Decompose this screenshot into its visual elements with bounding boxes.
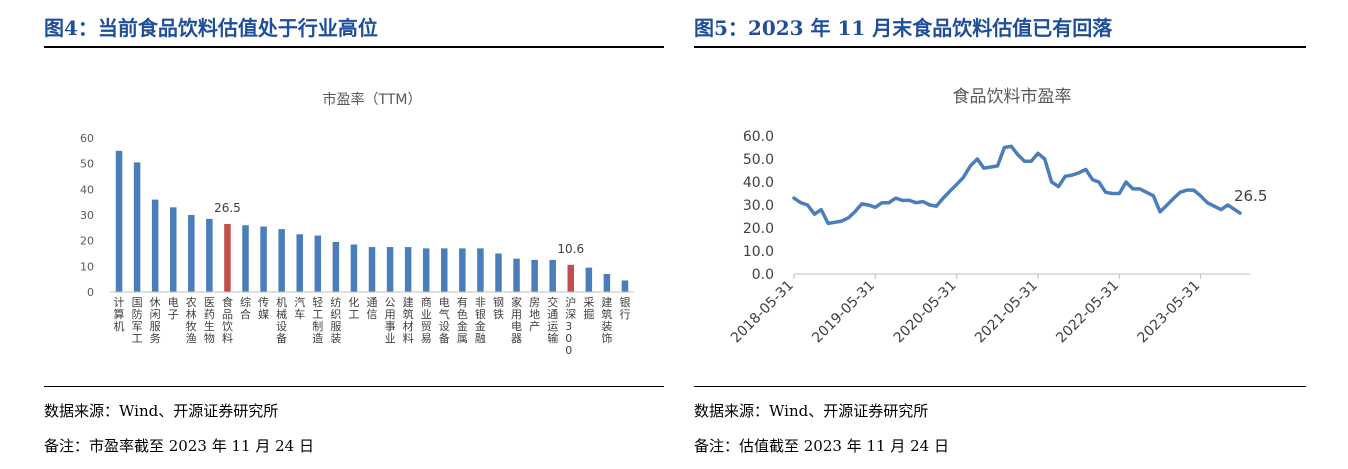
x-tick-label: 休闲服务 <box>150 296 161 345</box>
data-label: 26.5 <box>214 201 241 215</box>
bar-chart: 市盈率（TTM） 0 10 20 30 40 50 60 计算机国防军工休闲服务电子农林牧渔医药… <box>80 91 634 357</box>
bottom-rule <box>694 386 1306 387</box>
y-tick-label: 10.0 <box>743 244 774 260</box>
bar <box>585 267 593 292</box>
bar <box>549 259 556 292</box>
chart-title: 市盈率（TTM） <box>323 91 422 108</box>
x-tick-label: 汽车 <box>294 295 305 321</box>
y-tick-label: 30 <box>80 209 94 222</box>
series-line <box>792 144 1242 226</box>
bar <box>206 218 213 292</box>
bar <box>513 258 520 292</box>
source-note: 数据来源：Wind、开源证券研究所 <box>694 402 929 420</box>
x-tick-label: 建筑材料 <box>403 295 414 345</box>
bar <box>296 234 303 292</box>
x-tick-label: 电气设备 <box>439 296 450 345</box>
source-note: 数据来源：Wind、开源证券研究所 <box>44 402 279 420</box>
figure-5-title: 图5：2023 年 11 月末食品饮料估值已有回落 <box>694 16 1113 40</box>
x-tick-label: 2018-05-31 <box>728 278 797 347</box>
figure-4-title: 图4：当前食品饮料估值处于行业高位 <box>44 16 378 40</box>
x-tick-label: 交通运输 <box>547 295 558 345</box>
x-tick-label: 2021-05-31 <box>972 278 1041 347</box>
y-tick-label: 40 <box>80 183 94 196</box>
y-tick-label: 60 <box>80 132 94 145</box>
line-chart: 食品饮料市盈率 0.0 10.0 20.0 30.0 40.0 50.0 60.0 2018-0… <box>728 87 1267 347</box>
bar <box>603 274 611 292</box>
data-label: 10.6 <box>557 242 584 256</box>
bar <box>151 199 159 292</box>
x-tick-label: 商业贸易 <box>421 295 432 345</box>
y-tick-label: 40.0 <box>743 175 774 191</box>
bar <box>188 215 195 292</box>
x-tick-label: 2022-05-31 <box>1053 278 1122 347</box>
bottom-rule <box>44 386 664 387</box>
y-tick-label: 20 <box>80 235 94 248</box>
bar <box>495 253 502 292</box>
bar <box>242 225 249 292</box>
x-tick-label: 房地产 <box>529 296 540 333</box>
x-tick-label: 2020-05-31 <box>891 278 960 347</box>
y-tick-label: 0 <box>87 286 94 299</box>
x-tick-label: 公用事业 <box>385 296 396 345</box>
x-tick-label: 农林牧渔 <box>186 295 197 345</box>
bar <box>169 207 177 292</box>
bar <box>224 223 231 292</box>
x-tick-label: 非银金融 <box>475 296 486 345</box>
y-tick-label: 60.0 <box>743 129 774 145</box>
bar <box>459 248 466 292</box>
remark-note: 备注：估值截至 2023 年 11 月 24 日 <box>694 437 949 455</box>
x-tick-label: 钢铁 <box>493 296 504 321</box>
x-tick-label: 机械设备 <box>276 295 287 345</box>
bar <box>441 248 448 292</box>
data-label: 26.5 <box>1234 187 1267 205</box>
x-tick-label: 家用电器 <box>511 295 522 345</box>
left-panel: 图4：当前食品饮料估值处于行业高位 市盈率（TTM） 0 10 20 30 40 50 60 计… <box>44 0 664 469</box>
x-tick-label: 沪深 3 0 0 <box>565 295 576 357</box>
x-tick-label: 计算机 <box>114 296 125 333</box>
y-tick-label: 20.0 <box>743 221 774 237</box>
bar <box>278 229 285 292</box>
bar <box>404 247 412 292</box>
x-tick-label: 银行 <box>619 295 630 321</box>
bar <box>350 244 358 292</box>
bar <box>422 248 430 292</box>
bar <box>332 241 340 292</box>
x-tick-label: 医药生物 <box>204 296 215 345</box>
x-tick-label: 传媒 <box>258 296 269 321</box>
remark-note: 备注：市盈率截至 2023 年 11 月 24 日 <box>44 437 314 455</box>
bar <box>621 280 629 292</box>
title-rule <box>44 46 664 48</box>
y-tick-label: 30.0 <box>743 198 774 214</box>
title-rule <box>694 46 1306 48</box>
x-tick-label: 通信 <box>367 296 378 321</box>
bar <box>567 264 575 292</box>
bar <box>260 226 267 292</box>
bar <box>115 150 123 292</box>
x-tick-label: 2019-05-31 <box>809 278 878 347</box>
bar <box>133 162 141 292</box>
x-tick-label: 食品饮料 <box>222 295 233 345</box>
chart-title: 食品饮料市盈率 <box>953 87 1072 107</box>
x-tick-label: 化工 <box>348 295 359 321</box>
bar <box>386 247 394 292</box>
y-tick-label: 50.0 <box>743 152 774 168</box>
x-tick-label: 纺织服装 <box>330 295 341 345</box>
x-tick-label: 建筑装饰 <box>601 295 612 345</box>
x-tick-label: 国防军工 <box>132 296 143 345</box>
x-tick-label: 有色金属 <box>457 295 468 345</box>
bar <box>314 235 322 292</box>
x-tick-label: 轻工制造 <box>312 295 323 345</box>
x-tick-label: 2023-05-31 <box>1135 278 1204 347</box>
y-tick-label: 50 <box>80 158 94 171</box>
y-tick-label: 10 <box>80 260 94 273</box>
bar <box>368 247 376 292</box>
x-tick-label: 电子 <box>168 296 179 321</box>
bar <box>531 259 538 292</box>
y-tick-label: 0.0 <box>752 267 774 283</box>
bar <box>477 248 484 292</box>
x-tick-label: 采掘 <box>583 296 594 321</box>
x-tick-label: 综合 <box>240 295 251 321</box>
right-panel: 图5：2023 年 11 月末食品饮料估值已有回落 食品饮料市盈率 0.0 10.0… <box>694 0 1306 469</box>
